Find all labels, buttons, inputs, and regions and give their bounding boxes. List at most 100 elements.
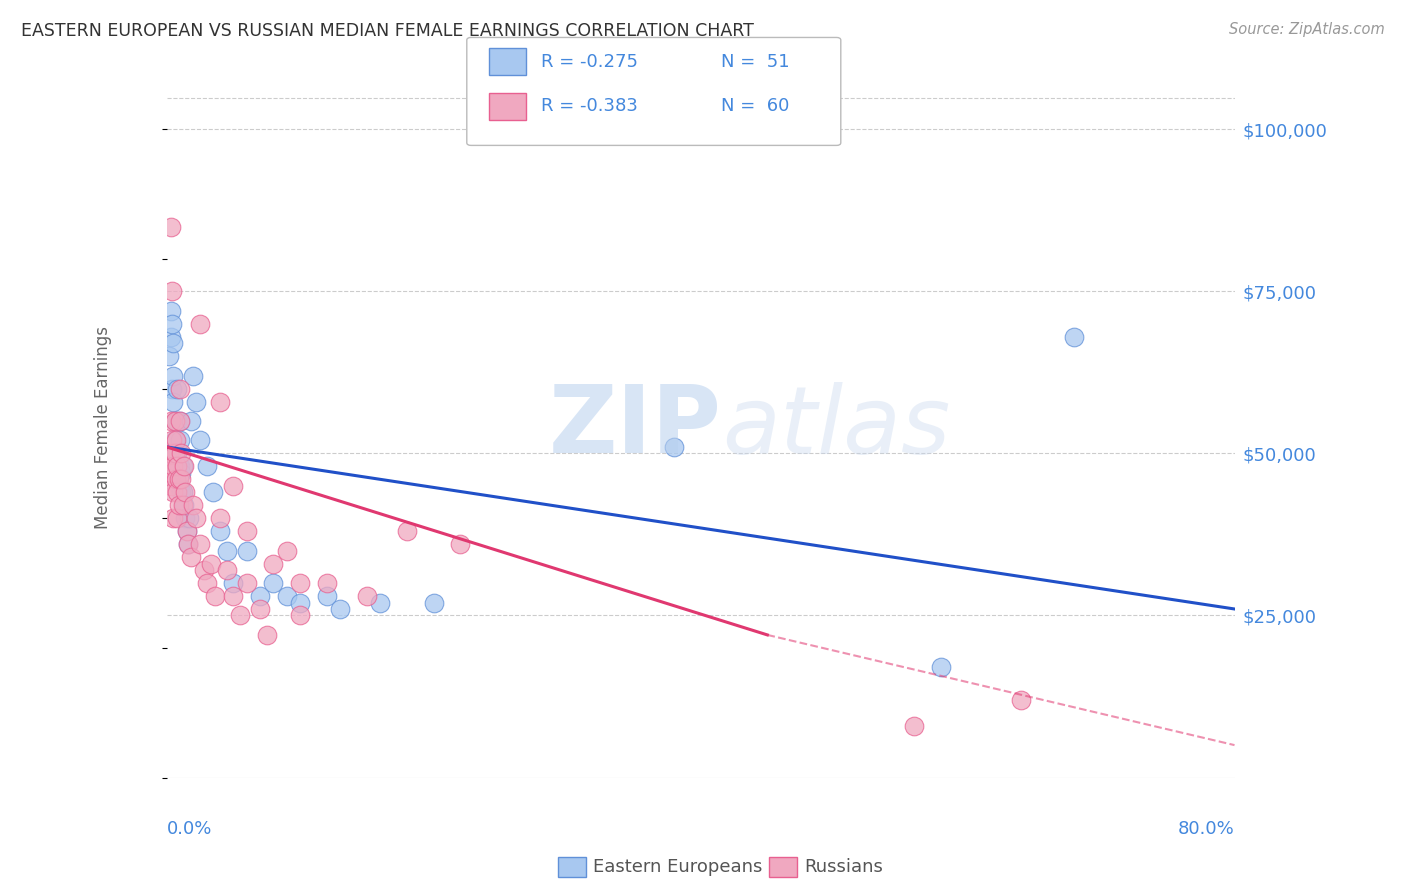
- Point: [166, 446, 188, 460]
- Point: [315, 576, 337, 591]
- Point: [159, 219, 181, 234]
- Text: N =  60: N = 60: [721, 97, 790, 115]
- Point: [169, 434, 191, 448]
- Text: atlas: atlas: [721, 382, 950, 473]
- Point: [166, 511, 188, 525]
- Point: [172, 485, 194, 500]
- Point: [209, 511, 232, 525]
- Point: [162, 485, 184, 500]
- Point: [176, 524, 198, 539]
- Point: [1063, 329, 1085, 343]
- Point: [184, 511, 207, 525]
- Point: [256, 628, 278, 642]
- Point: [215, 563, 238, 577]
- Point: [177, 537, 200, 551]
- Point: [395, 524, 418, 539]
- Point: [368, 595, 391, 609]
- Point: [193, 563, 215, 577]
- Point: [180, 550, 202, 565]
- Point: [167, 479, 190, 493]
- Point: [204, 589, 226, 603]
- Point: [195, 459, 218, 474]
- Point: [165, 472, 187, 486]
- Point: [162, 459, 184, 474]
- Point: [163, 414, 186, 428]
- Point: [184, 394, 207, 409]
- Point: [195, 576, 218, 591]
- Point: [170, 485, 193, 500]
- Point: [449, 537, 471, 551]
- Point: [290, 576, 312, 591]
- Point: [172, 498, 194, 512]
- Text: Source: ZipAtlas.com: Source: ZipAtlas.com: [1229, 22, 1385, 37]
- Point: [290, 595, 312, 609]
- Point: [188, 434, 211, 448]
- Point: [166, 414, 188, 428]
- Point: [170, 466, 193, 480]
- Text: N =  51: N = 51: [721, 53, 790, 70]
- Point: [160, 434, 183, 448]
- Point: [263, 576, 285, 591]
- Point: [167, 459, 190, 474]
- Text: Russians: Russians: [804, 858, 883, 876]
- Point: [160, 317, 183, 331]
- Point: [236, 576, 259, 591]
- Point: [174, 511, 197, 525]
- Point: [167, 498, 190, 512]
- Point: [157, 459, 180, 474]
- Point: [157, 472, 180, 486]
- Point: [290, 608, 312, 623]
- Point: [356, 589, 378, 603]
- Point: [159, 446, 181, 460]
- Point: [163, 414, 186, 428]
- Point: [209, 394, 232, 409]
- Point: [215, 543, 238, 558]
- Point: [1010, 692, 1032, 706]
- Point: [166, 382, 188, 396]
- Point: [662, 440, 685, 454]
- Point: [170, 446, 193, 460]
- Point: [276, 543, 298, 558]
- Point: [422, 595, 444, 609]
- Point: [169, 414, 191, 428]
- Point: [167, 472, 190, 486]
- Point: [159, 303, 181, 318]
- Point: [163, 434, 186, 448]
- Point: [315, 589, 337, 603]
- Point: [188, 317, 211, 331]
- Text: EASTERN EUROPEAN VS RUSSIAN MEDIAN FEMALE EARNINGS CORRELATION CHART: EASTERN EUROPEAN VS RUSSIAN MEDIAN FEMAL…: [21, 22, 754, 40]
- Point: [166, 459, 188, 474]
- Point: [160, 285, 183, 299]
- Point: [169, 459, 191, 474]
- Point: [169, 414, 191, 428]
- Point: [222, 589, 245, 603]
- Point: [173, 459, 195, 474]
- Text: 80.0%: 80.0%: [1178, 820, 1234, 838]
- Point: [160, 382, 183, 396]
- Point: [173, 498, 195, 512]
- Point: [229, 608, 252, 623]
- Point: [163, 446, 186, 460]
- Point: [329, 602, 352, 616]
- Point: [929, 660, 952, 674]
- Text: ZIP: ZIP: [550, 382, 721, 474]
- Point: [179, 511, 201, 525]
- Point: [160, 466, 183, 480]
- Point: [169, 382, 191, 396]
- Point: [276, 589, 298, 603]
- Point: [172, 459, 194, 474]
- Point: [183, 368, 205, 383]
- Point: [157, 349, 180, 363]
- Point: [165, 434, 187, 448]
- Point: [249, 602, 271, 616]
- Text: 0.0%: 0.0%: [167, 820, 212, 838]
- Point: [163, 459, 186, 474]
- Point: [162, 368, 184, 383]
- Point: [183, 498, 205, 512]
- Point: [170, 472, 193, 486]
- Point: [159, 414, 181, 428]
- Text: Median Female Earnings: Median Female Earnings: [94, 326, 111, 529]
- Point: [162, 336, 184, 351]
- Text: R = -0.275: R = -0.275: [541, 53, 638, 70]
- Point: [188, 537, 211, 551]
